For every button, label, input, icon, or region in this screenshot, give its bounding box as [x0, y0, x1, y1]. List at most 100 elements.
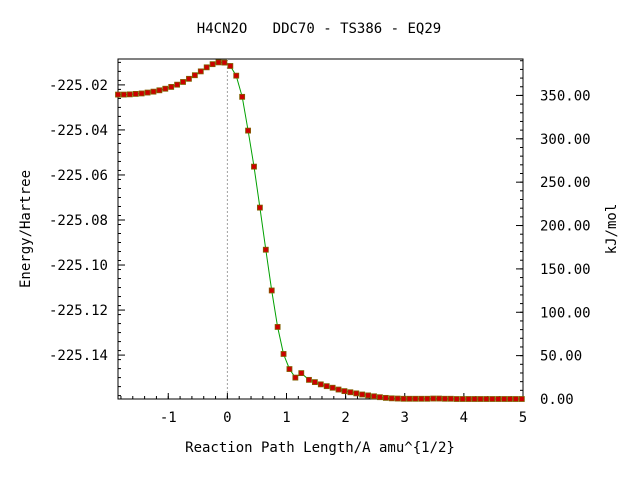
data-point — [132, 91, 139, 97]
data-point — [377, 394, 383, 401]
y-tick-label: -225.10 — [49, 258, 108, 274]
data-point — [371, 393, 377, 400]
x-axis-label: Reaction Path Length/A amu^{1/2} — [185, 440, 455, 456]
data-point — [394, 395, 401, 402]
y2-axis-ticks: 0.00 50.00 100.00 150.00 200.00 250.00 300.00 3… — [516, 88, 591, 408]
data-point — [280, 351, 287, 357]
x-tick-label: 0 — [223, 410, 231, 426]
data-point — [513, 396, 519, 402]
y2-tick-label: 300.00 — [540, 132, 591, 148]
data-point — [286, 366, 293, 372]
data-point — [274, 324, 281, 330]
data-point — [138, 90, 145, 97]
data-point — [447, 395, 454, 402]
data-point — [365, 392, 371, 399]
data-point — [341, 388, 348, 395]
y2-tick-label: 350.00 — [540, 88, 591, 104]
y2-tick-label: 150.00 — [540, 262, 591, 278]
data-point — [400, 395, 407, 402]
y-tick-label: -225.02 — [49, 78, 108, 94]
data-point — [180, 79, 186, 85]
data-point — [162, 85, 169, 92]
data-point — [424, 395, 431, 402]
y2-tick-label: 0.00 — [540, 392, 574, 408]
data-point — [245, 127, 251, 134]
data-point — [329, 384, 336, 391]
x-tick-label: 4 — [460, 410, 468, 426]
x-tick-label: -1 — [160, 410, 177, 426]
data-point — [126, 91, 133, 98]
data-point — [495, 396, 502, 402]
data-point — [335, 386, 342, 393]
plot-frame — [117, 58, 524, 400]
data-point — [144, 89, 151, 96]
data-point — [412, 395, 419, 402]
data-point — [501, 396, 507, 402]
data-point — [150, 88, 157, 95]
data-point — [382, 394, 389, 401]
data-point — [191, 72, 198, 79]
data-point — [121, 91, 127, 98]
data-point — [292, 374, 299, 381]
data-point — [507, 396, 513, 402]
data-point — [353, 390, 360, 397]
y-axis-ticks: -225.02 -225.04 -225.06 -225.08 -225.10 -225.… — [49, 78, 125, 364]
y2-axis-label: kJ/mol — [604, 204, 620, 255]
x-tick-label: 3 — [401, 410, 409, 426]
data-point — [459, 396, 466, 402]
data-point — [406, 395, 413, 402]
data-point — [268, 287, 275, 294]
data-point — [483, 396, 490, 402]
y-tick-label: -225.08 — [49, 213, 108, 229]
data-point — [215, 59, 222, 66]
data-point — [518, 396, 525, 402]
data-point — [471, 396, 478, 402]
data-point — [418, 395, 425, 402]
data-point — [168, 84, 175, 90]
series-points — [115, 59, 525, 402]
data-point — [442, 395, 448, 402]
data-point — [251, 163, 257, 170]
x-tick-label: 1 — [282, 410, 290, 426]
data-point — [256, 204, 263, 211]
data-point — [465, 396, 472, 402]
y2-tick-label: 100.00 — [540, 305, 591, 321]
data-point — [453, 396, 460, 402]
data-point — [227, 63, 234, 69]
y2-tick-label: 250.00 — [540, 175, 591, 191]
data-point — [359, 391, 366, 398]
minor-ticks — [118, 60, 524, 399]
data-point — [477, 396, 484, 402]
data-point — [209, 61, 216, 68]
y2-tick-label: 200.00 — [540, 219, 591, 235]
chart-title: H4CN2O DDC70 - TS386 - EQ29 — [197, 21, 441, 37]
data-point — [306, 376, 312, 383]
data-point — [221, 59, 228, 66]
y-tick-label: -225.06 — [49, 168, 108, 184]
data-point — [317, 381, 324, 388]
y-tick-label: -225.12 — [49, 303, 108, 319]
data-point — [203, 64, 210, 71]
data-point — [262, 246, 269, 253]
data-point — [489, 396, 496, 402]
y-axis-label: Energy/Hartree — [18, 170, 34, 288]
data-point — [311, 379, 318, 386]
data-point — [436, 395, 442, 402]
data-point — [239, 93, 246, 100]
y-tick-label: -225.04 — [49, 123, 108, 139]
data-point — [388, 395, 395, 402]
data-point — [186, 75, 192, 82]
x-tick-label: 2 — [341, 410, 349, 426]
y2-tick-label: 50.00 — [540, 349, 582, 365]
series-line — [118, 61, 522, 400]
data-point — [298, 370, 305, 377]
data-point — [115, 91, 121, 98]
data-point — [347, 389, 354, 396]
x-tick-label: 5 — [519, 410, 527, 426]
data-point — [430, 395, 437, 402]
data-point — [174, 81, 181, 88]
data-point — [197, 68, 204, 75]
data-point — [323, 383, 330, 390]
y-tick-label: -225.14 — [49, 348, 108, 364]
